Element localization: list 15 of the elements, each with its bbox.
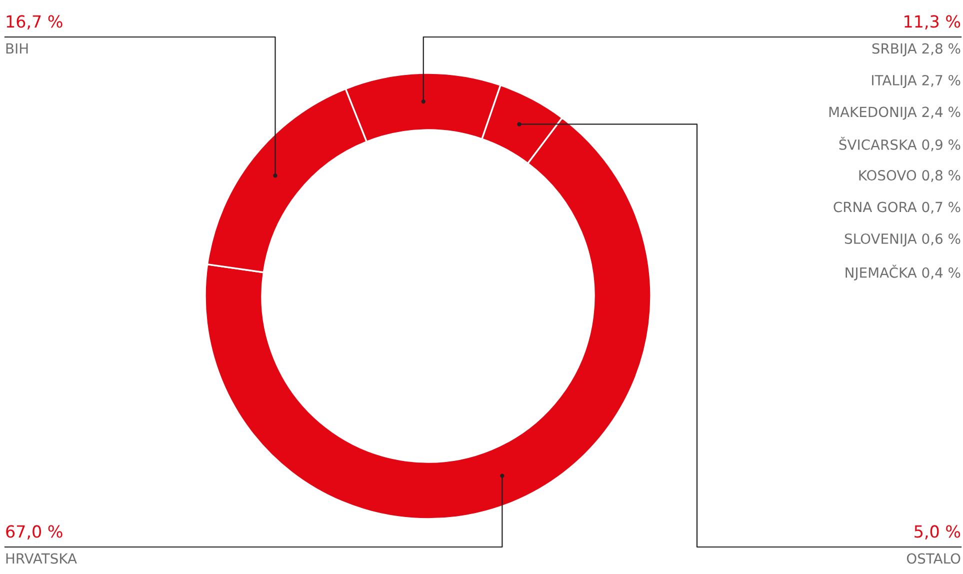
text: MAKEDONIJA 2,4 %: [829, 106, 960, 120]
data-label: 67,0 %: [6, 525, 62, 540]
text: ŠVICARSKA 0,9 %: [839, 136, 960, 152]
text: ITALIJA 2,7 %: [872, 74, 960, 88]
data-label: 16,7 %: [6, 15, 62, 30]
slice-label: HRVATSKA: [6, 553, 77, 564]
text: SRBIJA 2,8 %: [872, 43, 960, 56]
text: SLOVENIJA 0,6 %: [844, 233, 960, 247]
text: CRNA GORA 0,7 %: [834, 202, 960, 214]
text: NJEMAČKA 0,4 %: [846, 264, 960, 280]
slice-label: BIH: [6, 43, 28, 54]
slice-label: OSTALO: [906, 553, 960, 564]
text: KOSOVO 0,8 %: [859, 170, 960, 182]
data-label: 11,3 %: [904, 15, 960, 30]
data-label: 5,0 %: [914, 525, 960, 540]
